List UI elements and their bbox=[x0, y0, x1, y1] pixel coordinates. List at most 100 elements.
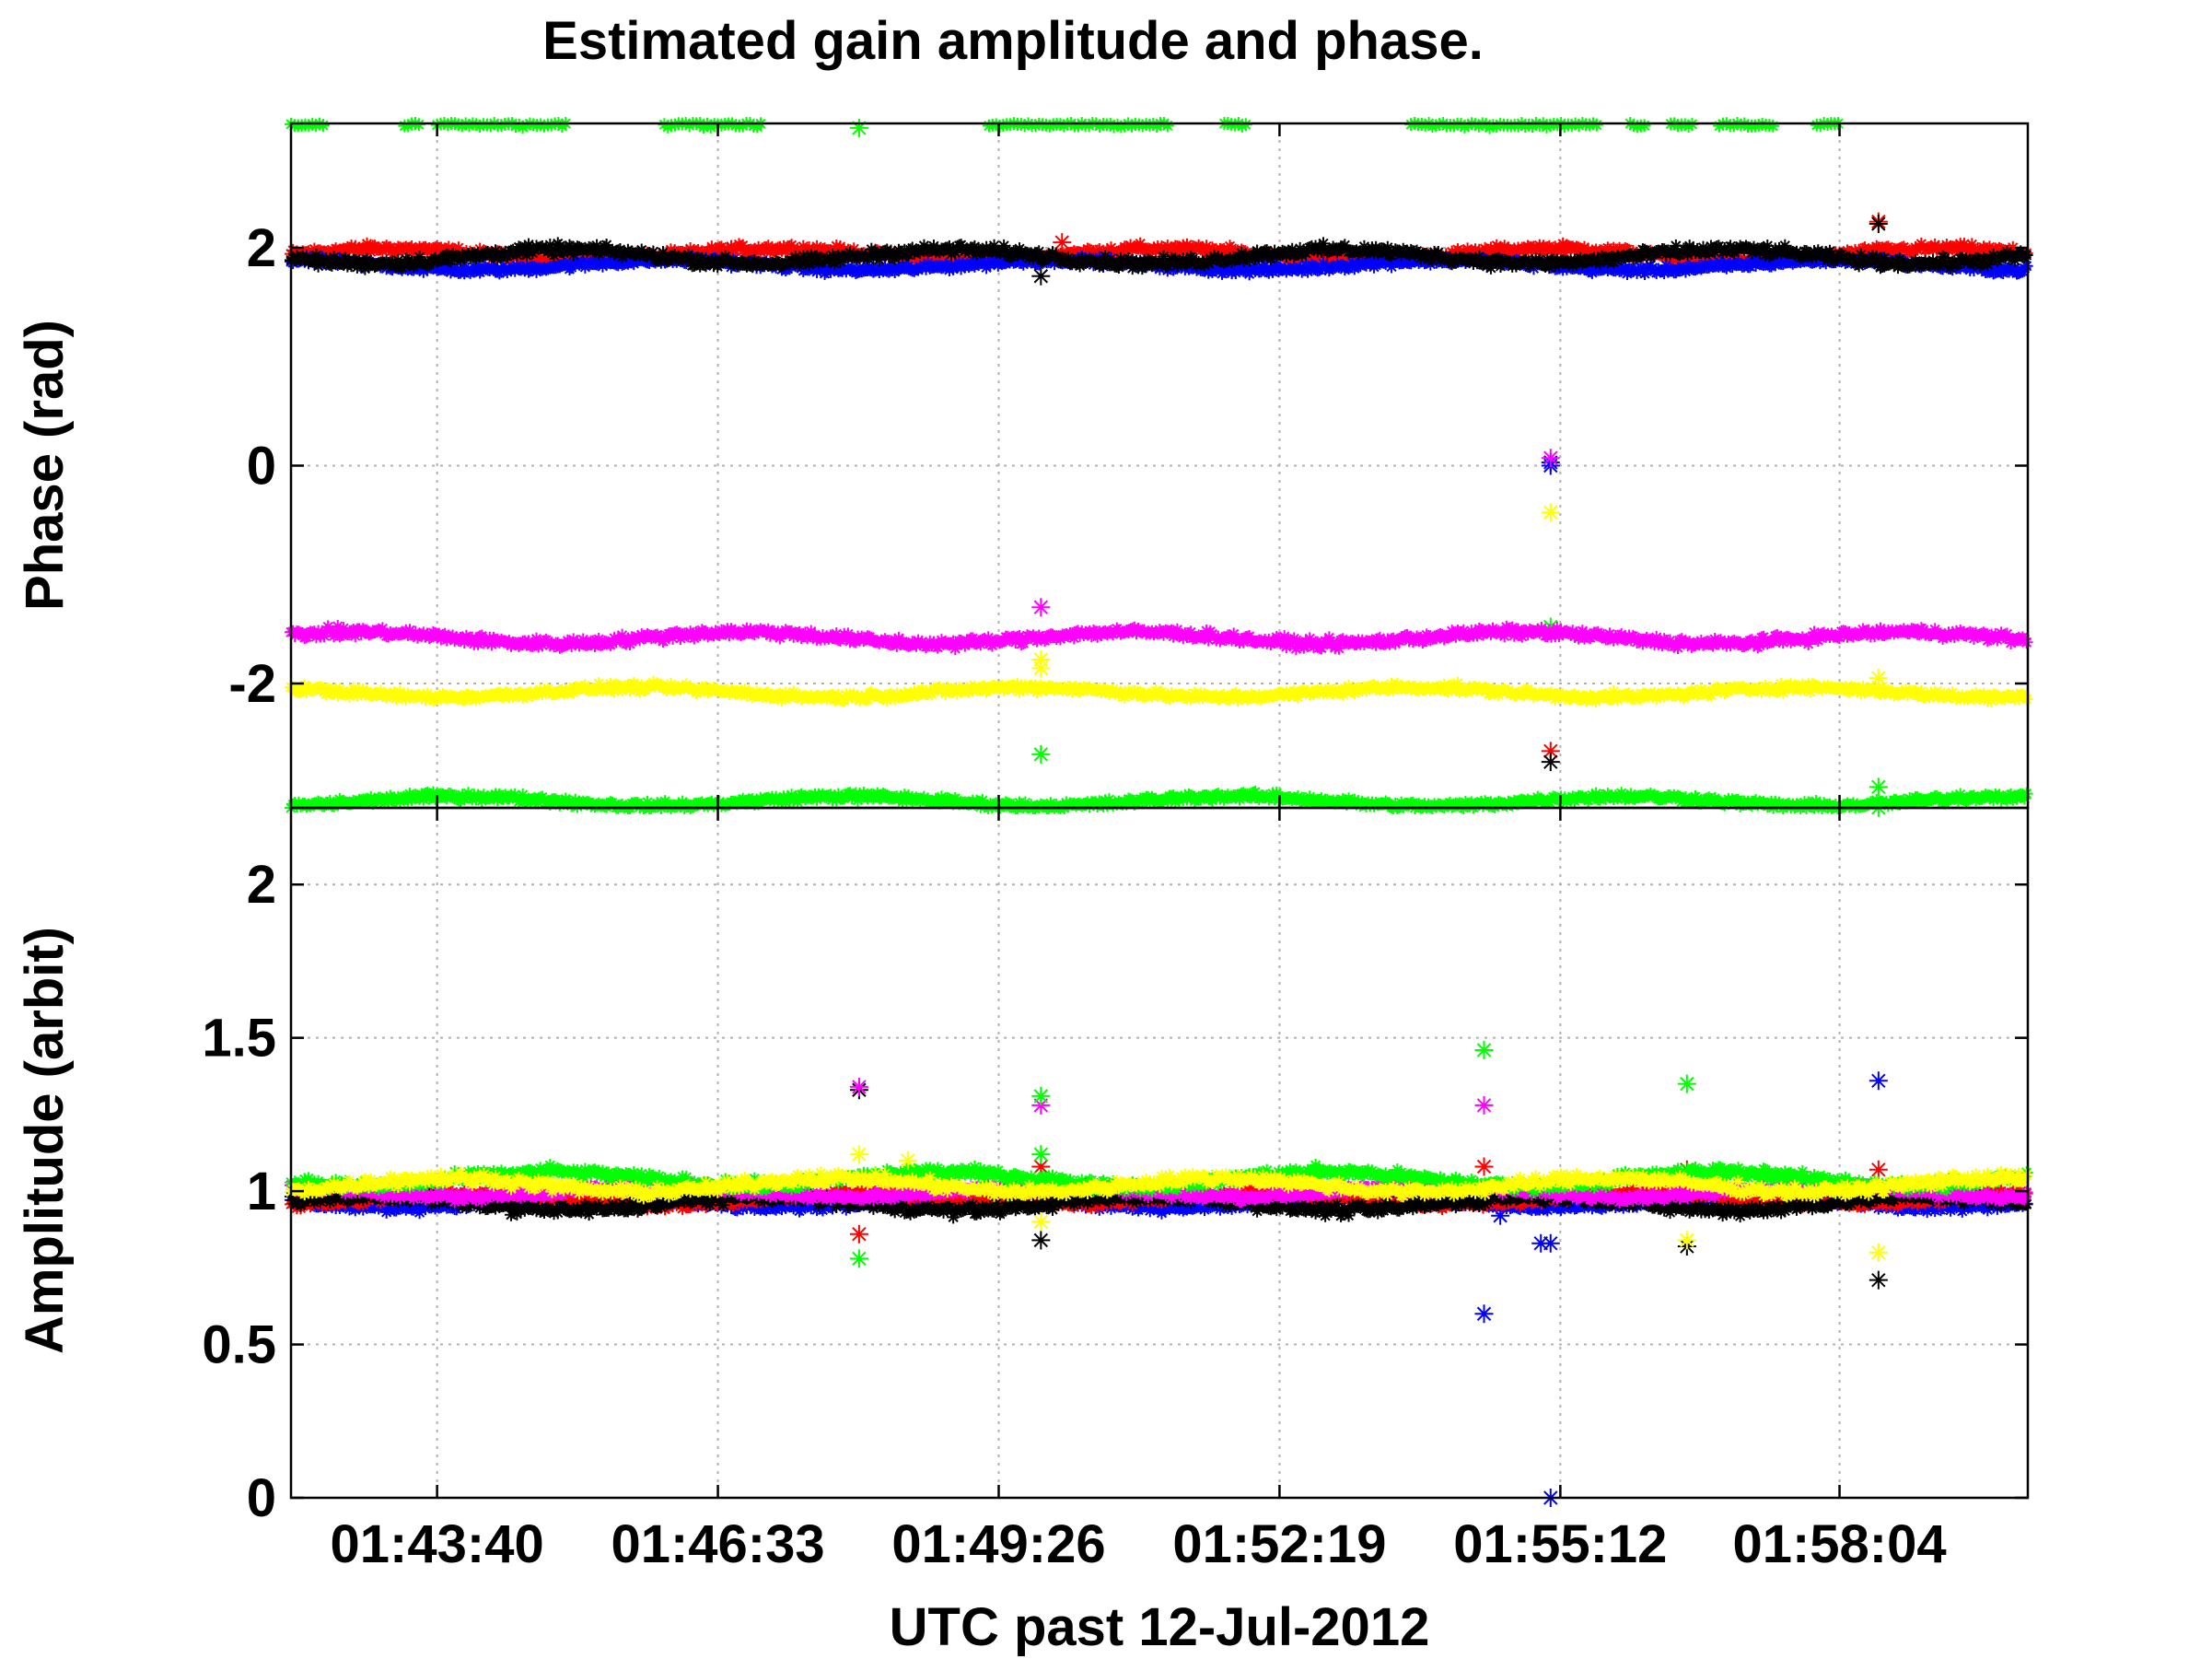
phase-point-black bbox=[1757, 240, 1771, 254]
phase-point-black bbox=[1981, 257, 1995, 271]
phase-point-black bbox=[1724, 240, 1738, 253]
phase-point-green bbox=[1967, 789, 1981, 803]
phase-point-magenta bbox=[1543, 624, 1556, 637]
phase-point-blue bbox=[1228, 265, 1242, 279]
phase-point-black bbox=[956, 240, 970, 254]
phase-point-magenta bbox=[311, 625, 325, 638]
phase-point-black bbox=[1252, 251, 1266, 265]
phase-point-black bbox=[1761, 239, 1775, 252]
phase-point-black bbox=[1254, 246, 1268, 260]
phase-point-black bbox=[999, 242, 1013, 256]
phase-point-black bbox=[1938, 251, 1951, 264]
phase-series-black bbox=[285, 214, 2033, 772]
phase-point-magenta bbox=[1624, 633, 1638, 647]
phase-point-magenta bbox=[1934, 627, 1948, 641]
phase-point-magenta bbox=[465, 631, 479, 645]
phase-point-red bbox=[810, 240, 824, 253]
phase-point-red bbox=[1509, 246, 1523, 260]
phase-point-black bbox=[680, 254, 693, 268]
phase-point-red bbox=[785, 239, 798, 252]
phase-point-red bbox=[1122, 245, 1135, 259]
phase-point-black bbox=[1986, 249, 2000, 263]
phase-point-black bbox=[411, 255, 425, 269]
phase-point-black bbox=[1099, 249, 1112, 263]
phase-point-black bbox=[498, 245, 512, 259]
phase-point-black bbox=[1658, 243, 1671, 257]
phase-point-black bbox=[1205, 253, 1219, 267]
phase-point-black bbox=[1251, 244, 1264, 258]
phase-point-magenta bbox=[888, 633, 902, 647]
phase-point-black bbox=[446, 248, 460, 262]
phase-point-green bbox=[508, 788, 522, 801]
phase-point-black bbox=[1588, 251, 1601, 265]
phase-point-magenta bbox=[588, 639, 601, 653]
phase-point-black bbox=[1539, 259, 1553, 273]
phase-point-magenta bbox=[1262, 633, 1275, 647]
phase-point-magenta bbox=[469, 633, 483, 647]
phase-point-green bbox=[975, 793, 989, 807]
phase-point-black bbox=[1484, 261, 1497, 275]
phase-point-magenta bbox=[1289, 642, 1303, 656]
phase-point-black bbox=[294, 253, 308, 267]
phase-point-magenta bbox=[1211, 630, 1225, 644]
phase-outlier-green bbox=[1541, 617, 1560, 637]
phase-point-black bbox=[945, 247, 959, 261]
phase-point-black bbox=[1876, 259, 1890, 273]
phase-point-magenta bbox=[808, 628, 821, 642]
phase-point-black bbox=[1562, 257, 1576, 271]
phase-point-magenta bbox=[1569, 627, 1583, 641]
phase-point-black bbox=[1464, 252, 1478, 266]
phase-point-black bbox=[1893, 252, 1907, 266]
phase-point-black bbox=[1233, 251, 1247, 265]
phase-point-green bbox=[1347, 793, 1361, 807]
phase-point-magenta bbox=[718, 626, 732, 640]
phase-point-black bbox=[391, 253, 405, 267]
phase-point-black bbox=[1854, 248, 1868, 262]
phase-point-magenta bbox=[1129, 626, 1143, 640]
phase-point-red bbox=[1852, 243, 1866, 257]
phase-point-magenta bbox=[1223, 629, 1237, 643]
phase-point-magenta bbox=[650, 628, 664, 642]
phase-point-magenta bbox=[785, 625, 798, 638]
phase-point-magenta bbox=[456, 631, 470, 645]
phase-point-red bbox=[692, 243, 705, 257]
phase-point-black bbox=[810, 250, 824, 263]
phase-point-magenta bbox=[958, 638, 972, 652]
phase-point-red bbox=[1558, 246, 1572, 260]
phase-point-black bbox=[1669, 239, 1682, 252]
phase-point-magenta bbox=[1862, 624, 1876, 637]
phase-point-magenta bbox=[1854, 627, 1868, 641]
phase-point-red bbox=[1906, 244, 1920, 258]
phase-point-black bbox=[678, 251, 692, 264]
phase-point-green bbox=[1263, 790, 1277, 804]
phase-outlier-red bbox=[1541, 742, 1560, 761]
phase-point-magenta bbox=[381, 629, 395, 643]
phase-point-black bbox=[646, 245, 660, 259]
phase-point-green bbox=[790, 795, 804, 809]
phase-point-magenta bbox=[1202, 633, 1216, 647]
phase-point-green bbox=[788, 791, 802, 805]
phase-point-magenta bbox=[933, 638, 947, 652]
phase-point-black bbox=[1157, 250, 1170, 263]
phase-point-magenta bbox=[828, 631, 842, 645]
phase-point-blue bbox=[952, 256, 966, 270]
phase-point-green bbox=[1268, 791, 1282, 805]
phase-point-black bbox=[697, 254, 711, 268]
phase-point-magenta bbox=[1552, 628, 1566, 642]
phase-point-black bbox=[1235, 246, 1249, 260]
phase-point-magenta bbox=[331, 620, 344, 633]
phase-point-magenta bbox=[615, 628, 629, 642]
phase-point-black bbox=[1778, 239, 1792, 252]
phase-point-green bbox=[510, 791, 524, 805]
phase-point-magenta bbox=[1017, 637, 1030, 650]
phase-point-red bbox=[360, 237, 374, 251]
phase-point-black bbox=[884, 244, 898, 258]
phase-point-magenta bbox=[798, 626, 812, 640]
phase-point-black bbox=[343, 255, 356, 269]
phase-point-green bbox=[456, 789, 470, 802]
phase-point-red bbox=[1556, 237, 1570, 251]
phase-point-magenta bbox=[1389, 637, 1403, 650]
phase-point-magenta bbox=[1369, 637, 1383, 651]
phase-point-magenta bbox=[1169, 626, 1182, 640]
phase-point-black bbox=[1548, 259, 1562, 273]
